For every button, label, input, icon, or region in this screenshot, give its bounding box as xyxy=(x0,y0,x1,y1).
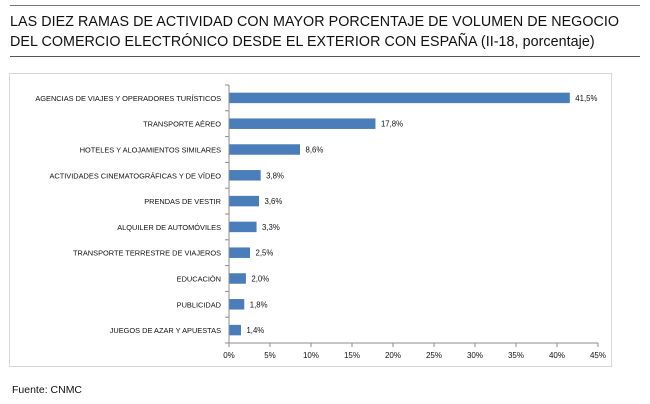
category-label: TRANSPORTE TERRESTRE DE VIAJEROS xyxy=(73,249,221,258)
x-tick-label: 20% xyxy=(385,351,401,360)
data-label: 3,3% xyxy=(262,223,280,232)
x-tick-label: 35% xyxy=(508,351,524,360)
bar xyxy=(229,299,245,310)
category-label: ACTIVIDADES CINEMATOGRÁFICAS Y DE VÍDEO xyxy=(49,171,221,180)
data-label: 2,5% xyxy=(256,249,274,258)
data-label: 3,8% xyxy=(266,171,284,180)
x-tick-label: 10% xyxy=(303,351,319,360)
bar xyxy=(229,92,570,104)
x-tick-label: 15% xyxy=(344,351,360,360)
category-label: HOTELES Y ALOJAMIENTOS SIMILARES xyxy=(80,146,221,155)
category-label: ALQUILER DE AUTOMÓVILES xyxy=(117,223,221,232)
data-label: 3,6% xyxy=(265,197,283,206)
bar xyxy=(229,247,250,258)
data-label: 8,6% xyxy=(306,146,324,155)
title-divider xyxy=(10,56,640,57)
bar xyxy=(229,324,241,336)
x-tick-label: 30% xyxy=(467,351,483,360)
category-label: AGENCIAS DE VIAJES Y OPERADORES TURÍSTIC… xyxy=(35,94,221,103)
data-label: 2,0% xyxy=(251,275,269,284)
chart-frame xyxy=(9,73,612,367)
bar xyxy=(229,221,257,233)
x-tick-label: 40% xyxy=(549,351,565,360)
x-tick-label: 0% xyxy=(223,351,235,360)
bar xyxy=(229,144,301,155)
category-label: JUEGOS DE AZAR Y APUESTAS xyxy=(110,326,221,335)
top-divider xyxy=(10,5,640,6)
category-label: PRENDAS DE VESTIR xyxy=(144,197,221,206)
data-label: 17,8% xyxy=(381,120,403,129)
category-label: EDUCACIÓN xyxy=(177,275,221,284)
data-label: 1,4% xyxy=(246,326,264,335)
source-note: Fuente: CNMC xyxy=(12,384,83,396)
data-label: 1,8% xyxy=(250,300,268,309)
data-label: 41,5% xyxy=(575,94,597,103)
x-tick-label: 5% xyxy=(264,351,276,360)
bar xyxy=(229,195,260,207)
bar xyxy=(229,273,246,284)
category-label: TRANSPORTE AÉREO xyxy=(143,120,221,129)
category-label: PUBLICIDAD xyxy=(177,300,221,309)
x-tick-label: 45% xyxy=(590,351,606,360)
x-tick-label: 25% xyxy=(426,351,442,360)
chart-title: LAS DIEZ RAMAS DE ACTIVIDAD CON MAYOR PO… xyxy=(10,14,620,50)
bar xyxy=(229,170,261,181)
bar xyxy=(229,118,376,129)
